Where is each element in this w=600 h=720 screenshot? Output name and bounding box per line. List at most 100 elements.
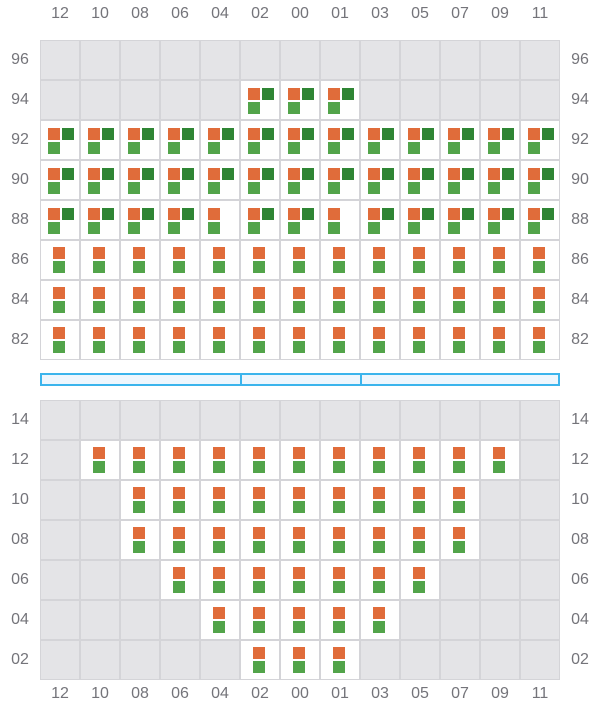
rack-cell[interactable] xyxy=(401,281,439,319)
rack-cell[interactable] xyxy=(321,161,359,199)
rack-cell[interactable] xyxy=(201,521,239,559)
rack-cell[interactable] xyxy=(321,641,359,679)
rack-cell[interactable] xyxy=(201,321,239,359)
rack-cell[interactable] xyxy=(241,601,279,639)
rack-cell[interactable] xyxy=(281,601,319,639)
rack-cell[interactable] xyxy=(41,281,79,319)
rack-cell[interactable] xyxy=(361,521,399,559)
rack-cell[interactable] xyxy=(201,601,239,639)
rack-cell[interactable] xyxy=(281,641,319,679)
rack-cell[interactable] xyxy=(161,281,199,319)
rack-cell[interactable] xyxy=(281,321,319,359)
rack-cell[interactable] xyxy=(121,201,159,239)
rack-cell[interactable] xyxy=(121,441,159,479)
rack-cell[interactable] xyxy=(321,201,359,239)
rack-cell[interactable] xyxy=(321,521,359,559)
rack-cell[interactable] xyxy=(321,121,359,159)
rack-cell[interactable] xyxy=(81,241,119,279)
rack-cell[interactable] xyxy=(401,241,439,279)
rack-cell[interactable] xyxy=(281,281,319,319)
rack-cell[interactable] xyxy=(521,321,559,359)
rack-cell[interactable] xyxy=(201,561,239,599)
rack-cell[interactable] xyxy=(281,161,319,199)
rack-cell[interactable] xyxy=(321,601,359,639)
rack-cell[interactable] xyxy=(161,161,199,199)
rack-cell[interactable] xyxy=(321,281,359,319)
rack-cell[interactable] xyxy=(321,241,359,279)
rack-cell[interactable] xyxy=(281,561,319,599)
rack-cell[interactable] xyxy=(81,161,119,199)
rack-cell[interactable] xyxy=(161,241,199,279)
rack-cell[interactable] xyxy=(121,241,159,279)
rack-cell[interactable] xyxy=(241,321,279,359)
rack-cell[interactable] xyxy=(441,321,479,359)
rack-cell[interactable] xyxy=(281,81,319,119)
aisle-divider[interactable] xyxy=(40,373,560,386)
rack-cell[interactable] xyxy=(161,561,199,599)
rack-cell[interactable] xyxy=(241,481,279,519)
rack-cell[interactable] xyxy=(361,601,399,639)
rack-cell[interactable] xyxy=(401,321,439,359)
rack-cell[interactable] xyxy=(241,201,279,239)
rack-cell[interactable] xyxy=(81,321,119,359)
rack-cell[interactable] xyxy=(281,121,319,159)
rack-cell[interactable] xyxy=(321,441,359,479)
rack-cell[interactable] xyxy=(441,161,479,199)
rack-cell[interactable] xyxy=(401,161,439,199)
rack-cell[interactable] xyxy=(481,241,519,279)
rack-cell[interactable] xyxy=(401,201,439,239)
rack-cell[interactable] xyxy=(481,161,519,199)
rack-cell[interactable] xyxy=(481,321,519,359)
rack-cell[interactable] xyxy=(361,201,399,239)
rack-cell[interactable] xyxy=(441,201,479,239)
rack-cell[interactable] xyxy=(401,441,439,479)
rack-cell[interactable] xyxy=(441,441,479,479)
rack-cell[interactable] xyxy=(441,521,479,559)
rack-cell[interactable] xyxy=(81,121,119,159)
rack-cell[interactable] xyxy=(361,481,399,519)
rack-cell[interactable] xyxy=(521,241,559,279)
rack-cell[interactable] xyxy=(281,521,319,559)
rack-cell[interactable] xyxy=(41,321,79,359)
rack-cell[interactable] xyxy=(201,441,239,479)
rack-cell[interactable] xyxy=(41,201,79,239)
rack-cell[interactable] xyxy=(361,121,399,159)
rack-cell[interactable] xyxy=(41,161,79,199)
rack-cell[interactable] xyxy=(241,521,279,559)
rack-cell[interactable] xyxy=(481,201,519,239)
rack-cell[interactable] xyxy=(481,441,519,479)
rack-cell[interactable] xyxy=(481,281,519,319)
rack-cell[interactable] xyxy=(281,241,319,279)
rack-cell[interactable] xyxy=(481,121,519,159)
rack-cell[interactable] xyxy=(241,121,279,159)
rack-cell[interactable] xyxy=(241,441,279,479)
rack-cell[interactable] xyxy=(201,121,239,159)
rack-cell[interactable] xyxy=(321,81,359,119)
rack-cell[interactable] xyxy=(241,561,279,599)
rack-cell[interactable] xyxy=(521,281,559,319)
rack-cell[interactable] xyxy=(81,201,119,239)
rack-cell[interactable] xyxy=(281,441,319,479)
rack-cell[interactable] xyxy=(201,281,239,319)
rack-cell[interactable] xyxy=(121,281,159,319)
rack-cell[interactable] xyxy=(441,241,479,279)
rack-cell[interactable] xyxy=(81,281,119,319)
rack-cell[interactable] xyxy=(361,441,399,479)
rack-cell[interactable] xyxy=(121,321,159,359)
rack-cell[interactable] xyxy=(361,241,399,279)
rack-cell[interactable] xyxy=(361,321,399,359)
rack-cell[interactable] xyxy=(41,121,79,159)
rack-cell[interactable] xyxy=(121,161,159,199)
rack-cell[interactable] xyxy=(161,121,199,159)
rack-cell[interactable] xyxy=(121,121,159,159)
rack-cell[interactable] xyxy=(361,281,399,319)
rack-cell[interactable] xyxy=(401,121,439,159)
rack-cell[interactable] xyxy=(441,481,479,519)
rack-cell[interactable] xyxy=(201,201,239,239)
rack-cell[interactable] xyxy=(161,521,199,559)
rack-cell[interactable] xyxy=(401,521,439,559)
rack-cell[interactable] xyxy=(241,241,279,279)
rack-cell[interactable] xyxy=(201,481,239,519)
rack-cell[interactable] xyxy=(521,201,559,239)
rack-cell[interactable] xyxy=(201,241,239,279)
